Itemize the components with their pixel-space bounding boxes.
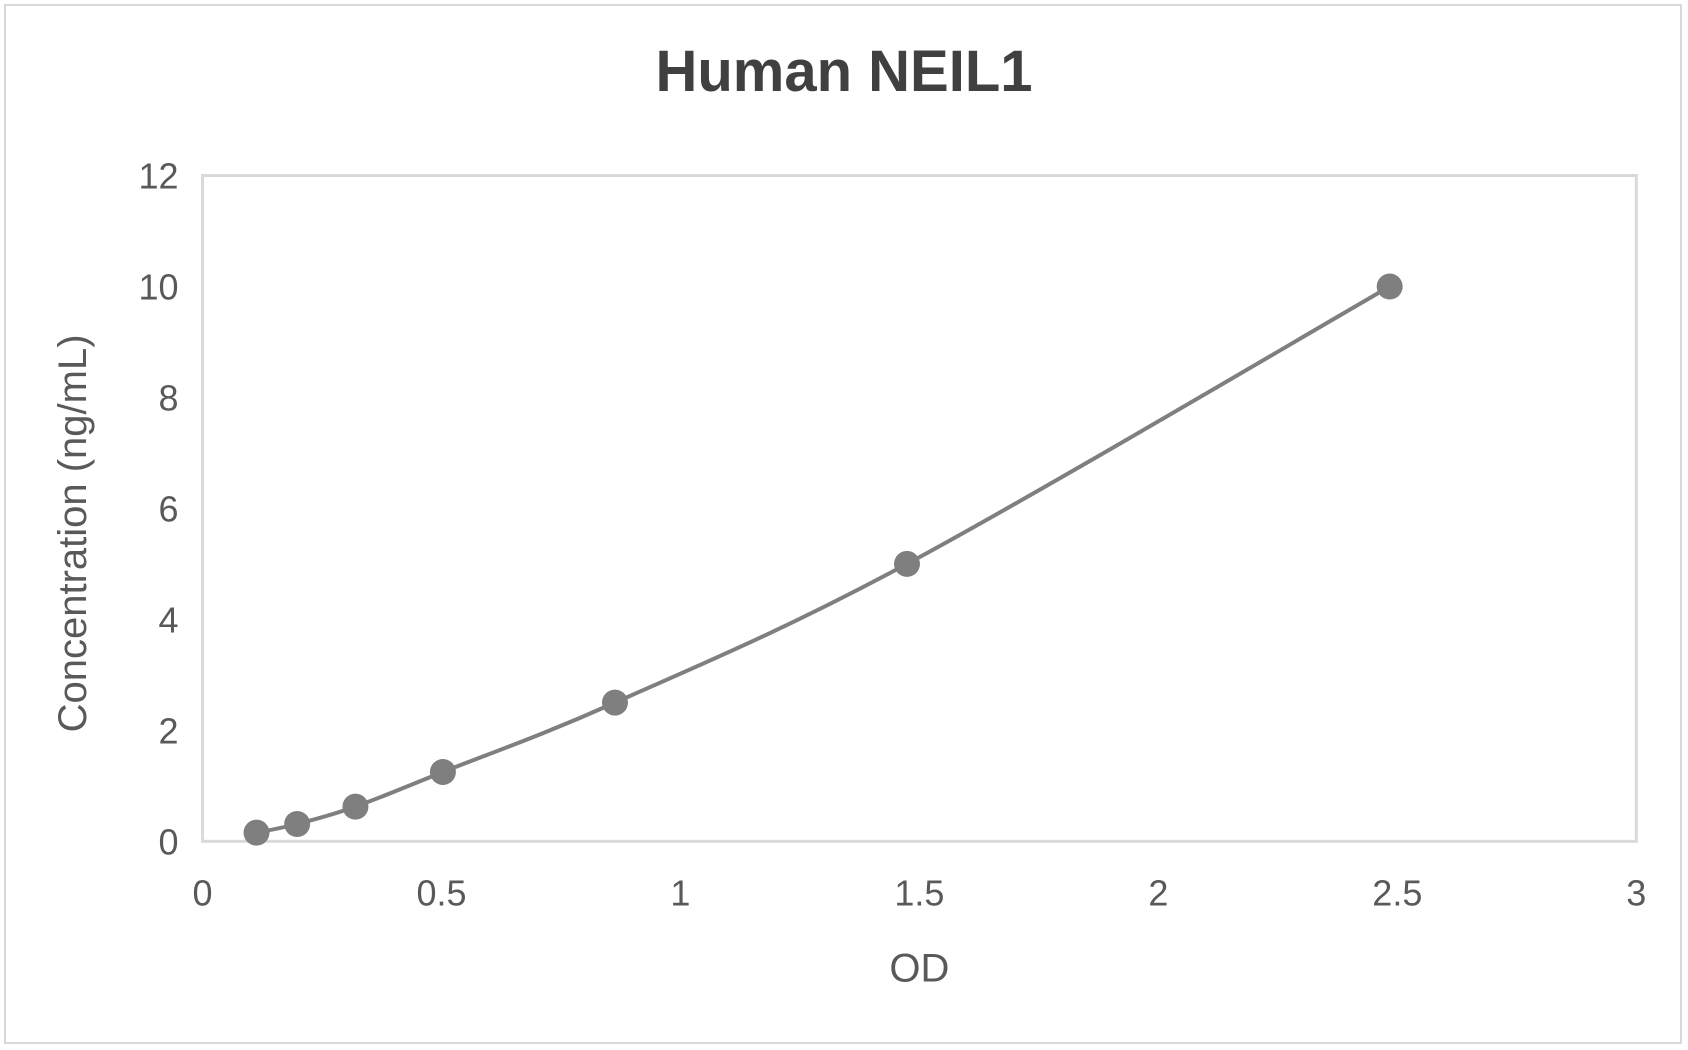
data-point-marker [601, 689, 628, 716]
data-point-marker [429, 758, 456, 785]
data-point-marker [342, 793, 369, 820]
x-tick-label: 3 [1626, 872, 1646, 913]
standard-curve-line [256, 284, 1391, 835]
data-point-marker [1376, 273, 1403, 300]
x-tick-label: 0.5 [416, 872, 466, 913]
data-point-marker [284, 810, 311, 837]
chart-title: Human NEIL1 [655, 39, 1033, 104]
y-tick-label: 4 [158, 599, 178, 640]
chart-frame [4, 4, 1682, 1044]
data-point-marker [893, 550, 920, 577]
x-tick-label: 2 [1148, 872, 1168, 913]
y-axis-title: Concentration (ng/mL) [51, 334, 95, 732]
x-tick-label: 1 [670, 872, 690, 913]
x-tick-label: 1.5 [894, 872, 944, 913]
y-axis-ticks: 0 2 4 6 8 10 12 [138, 156, 178, 863]
x-tick-label: 2.5 [1372, 872, 1422, 913]
y-tick-label: 0 [158, 821, 178, 862]
y-tick-label: 8 [158, 377, 178, 418]
y-tick-label: 12 [138, 156, 178, 197]
x-tick-label: 0 [193, 872, 213, 913]
data-point-marker [243, 819, 270, 846]
y-tick-label: 10 [138, 267, 178, 308]
x-axis-ticks: 0 0.5 1 1.5 2 2.5 3 [193, 872, 1647, 913]
y-tick-label: 6 [158, 488, 178, 529]
data-points [243, 273, 1403, 846]
plot-area [201, 174, 1638, 843]
x-axis-title: OD [889, 946, 949, 990]
y-tick-label: 2 [158, 710, 178, 751]
